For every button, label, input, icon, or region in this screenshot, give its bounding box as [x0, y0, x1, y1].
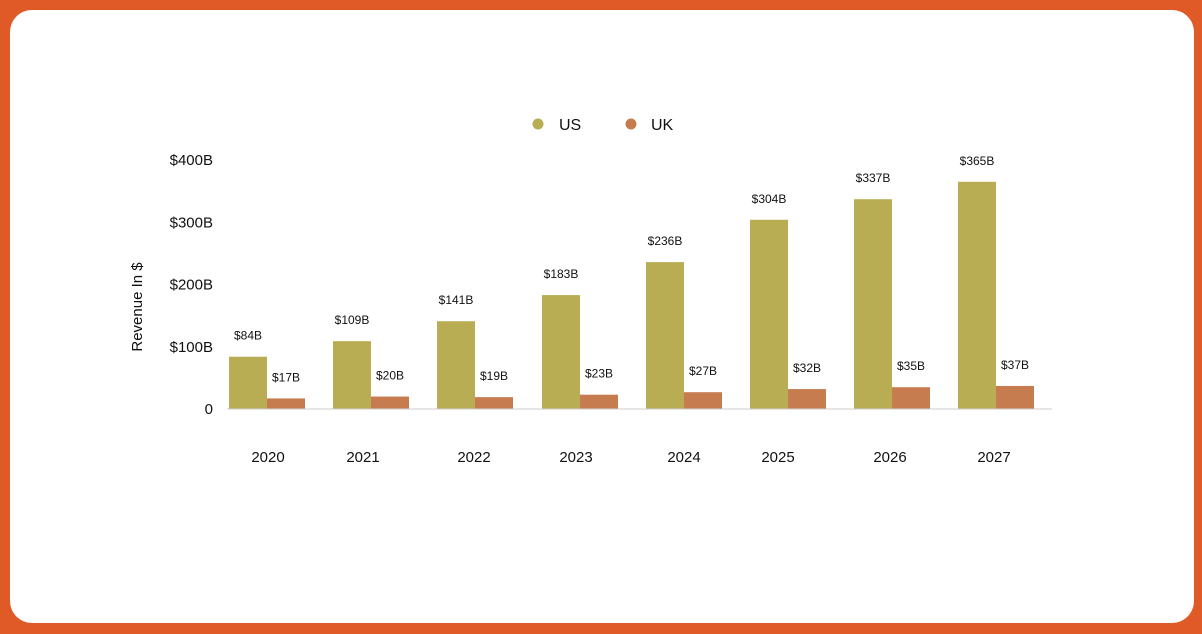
bar-us	[854, 199, 892, 409]
legend-label-us: US	[559, 117, 581, 134]
x-tick-label: 2025	[761, 449, 794, 466]
data-label-us: $141B	[439, 293, 474, 307]
legend: US UK	[532, 117, 674, 134]
x-axis-ticks: 2020 2021 2022 2023 2024 2025 2026 2027	[251, 449, 1010, 466]
bar-uk	[371, 396, 409, 409]
data-label-uk: $17B	[272, 370, 300, 384]
bar-us	[750, 219, 788, 409]
bar-uk	[684, 392, 722, 409]
data-label-us: $337B	[856, 171, 891, 185]
x-tick-label: 2026	[873, 449, 906, 466]
y-axis-ticks: 0 $100B $200B $300B $400B	[170, 152, 213, 418]
data-label-us: $84B	[234, 329, 262, 343]
bar-us	[958, 181, 996, 409]
bar-us	[646, 262, 684, 409]
x-tick-label: 2021	[346, 449, 379, 466]
bar-us	[229, 356, 267, 409]
y-tick-label: $300B	[170, 214, 213, 231]
chart-card	[10, 10, 1194, 623]
bar-uk	[267, 398, 305, 409]
bar-us	[333, 341, 371, 409]
data-label-uk: $32B	[793, 361, 821, 375]
x-tick-label: 2023	[559, 449, 592, 466]
data-label-uk: $23B	[585, 367, 613, 381]
bar-uk	[788, 389, 826, 409]
y-tick-label: $400B	[170, 152, 213, 169]
bar-us	[437, 321, 475, 409]
bar-uk	[892, 387, 930, 409]
y-axis-label: Revenue In $	[129, 262, 146, 352]
bar-us	[542, 295, 580, 409]
x-tick-label: 2020	[251, 449, 284, 466]
data-label-us: $365B	[960, 154, 995, 168]
x-tick-label: 2024	[667, 449, 700, 466]
data-label-uk: $35B	[897, 359, 925, 373]
data-label-uk: $37B	[1001, 358, 1029, 372]
legend-label-uk: UK	[651, 117, 674, 134]
y-tick-label: $200B	[170, 277, 213, 294]
bar-uk	[580, 394, 618, 409]
bar-uk	[996, 385, 1034, 409]
data-label-uk: $27B	[689, 364, 717, 378]
data-label-us: $183B	[544, 267, 579, 281]
legend-swatch-uk	[625, 118, 637, 130]
x-tick-label: 2027	[977, 449, 1010, 466]
bar-uk	[475, 397, 513, 409]
data-label-us: $109B	[335, 313, 370, 327]
legend-swatch-us	[532, 118, 544, 130]
x-tick-label: 2022	[457, 449, 490, 466]
y-tick-label: $100B	[170, 339, 213, 356]
y-tick-label: 0	[205, 401, 213, 418]
data-label-us: $236B	[648, 234, 683, 248]
data-label-us: $304B	[752, 192, 787, 206]
bars: $84B $17B $109B $20B $141B $19B $183B $23B $236B…	[229, 154, 1034, 409]
data-label-uk: $19B	[480, 369, 508, 383]
data-label-uk: $20B	[376, 369, 404, 383]
